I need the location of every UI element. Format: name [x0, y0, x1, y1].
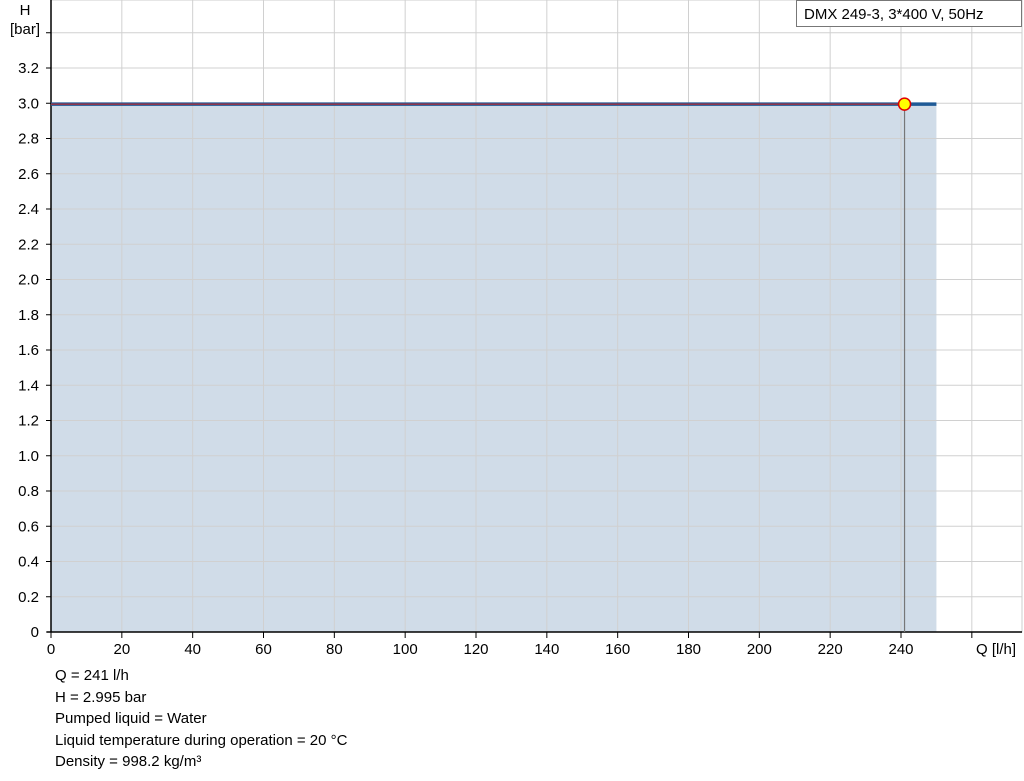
x-tick-label: 220 — [818, 641, 843, 658]
x-tick-label: 160 — [605, 641, 630, 658]
info-flow: Q = 241 l/h — [55, 667, 129, 684]
y-tick-label: 0.2 — [18, 589, 39, 606]
x-tick-label: 140 — [534, 641, 559, 658]
y-tick-label: 3.2 — [18, 60, 39, 77]
info-head: H = 2.995 bar — [55, 688, 147, 706]
info-temperature: Liquid temperature during operation = 20… — [55, 731, 348, 749]
x-tick-label: 100 — [393, 641, 418, 658]
y-tick-label: 1.0 — [18, 448, 39, 465]
x-tick-label: 80 — [326, 641, 343, 658]
y-tick-label: 0 — [31, 624, 39, 641]
y-tick-label: 1.8 — [18, 307, 39, 324]
duty-point-marker — [897, 97, 912, 111]
curve-area-fill — [51, 104, 937, 633]
x-tick-label: 240 — [888, 641, 913, 658]
info-density: Density = 998.2 kg/m³ — [55, 753, 202, 770]
y-tick-label: 3.0 — [18, 95, 39, 112]
x-tick-label: 0 — [47, 641, 55, 658]
x-tick-label: 60 — [255, 641, 272, 658]
info-liquid: Pumped liquid = Water — [55, 710, 207, 727]
x-axis-label: Q [l/h] — [976, 641, 1016, 658]
y-tick-label: 2.0 — [18, 272, 39, 289]
y-tick-label: 2.8 — [18, 131, 39, 148]
y-tick-label: 1.6 — [18, 342, 39, 359]
y-axis-unit: [bar] — [10, 21, 40, 38]
y-tick-label: 0.4 — [18, 554, 39, 571]
duty-point-info: Q = 241 l/h H = 2.995 bar Pumped liquid … — [55, 665, 347, 773]
y-tick-label: 2.2 — [18, 236, 39, 253]
y-tick-label: 1.4 — [18, 377, 39, 394]
y-tick-label: 2.4 — [18, 201, 39, 218]
y-tick-label: 2.6 — [18, 166, 39, 183]
x-tick-label: 200 — [747, 641, 772, 658]
legend-series-label: DMX 249-3, 3*400 V, 50Hz — [796, 0, 1022, 27]
y-tick-label: 0.8 — [18, 483, 39, 500]
x-tick-label: 120 — [463, 641, 488, 658]
y-tick-label: 1.2 — [18, 413, 39, 430]
x-tick-label: 20 — [113, 641, 130, 658]
x-tick-label: 180 — [676, 641, 701, 658]
y-tick-label: 0.6 — [18, 518, 39, 535]
x-tick-label: 40 — [184, 641, 201, 658]
y-axis-label: H — [20, 2, 31, 19]
